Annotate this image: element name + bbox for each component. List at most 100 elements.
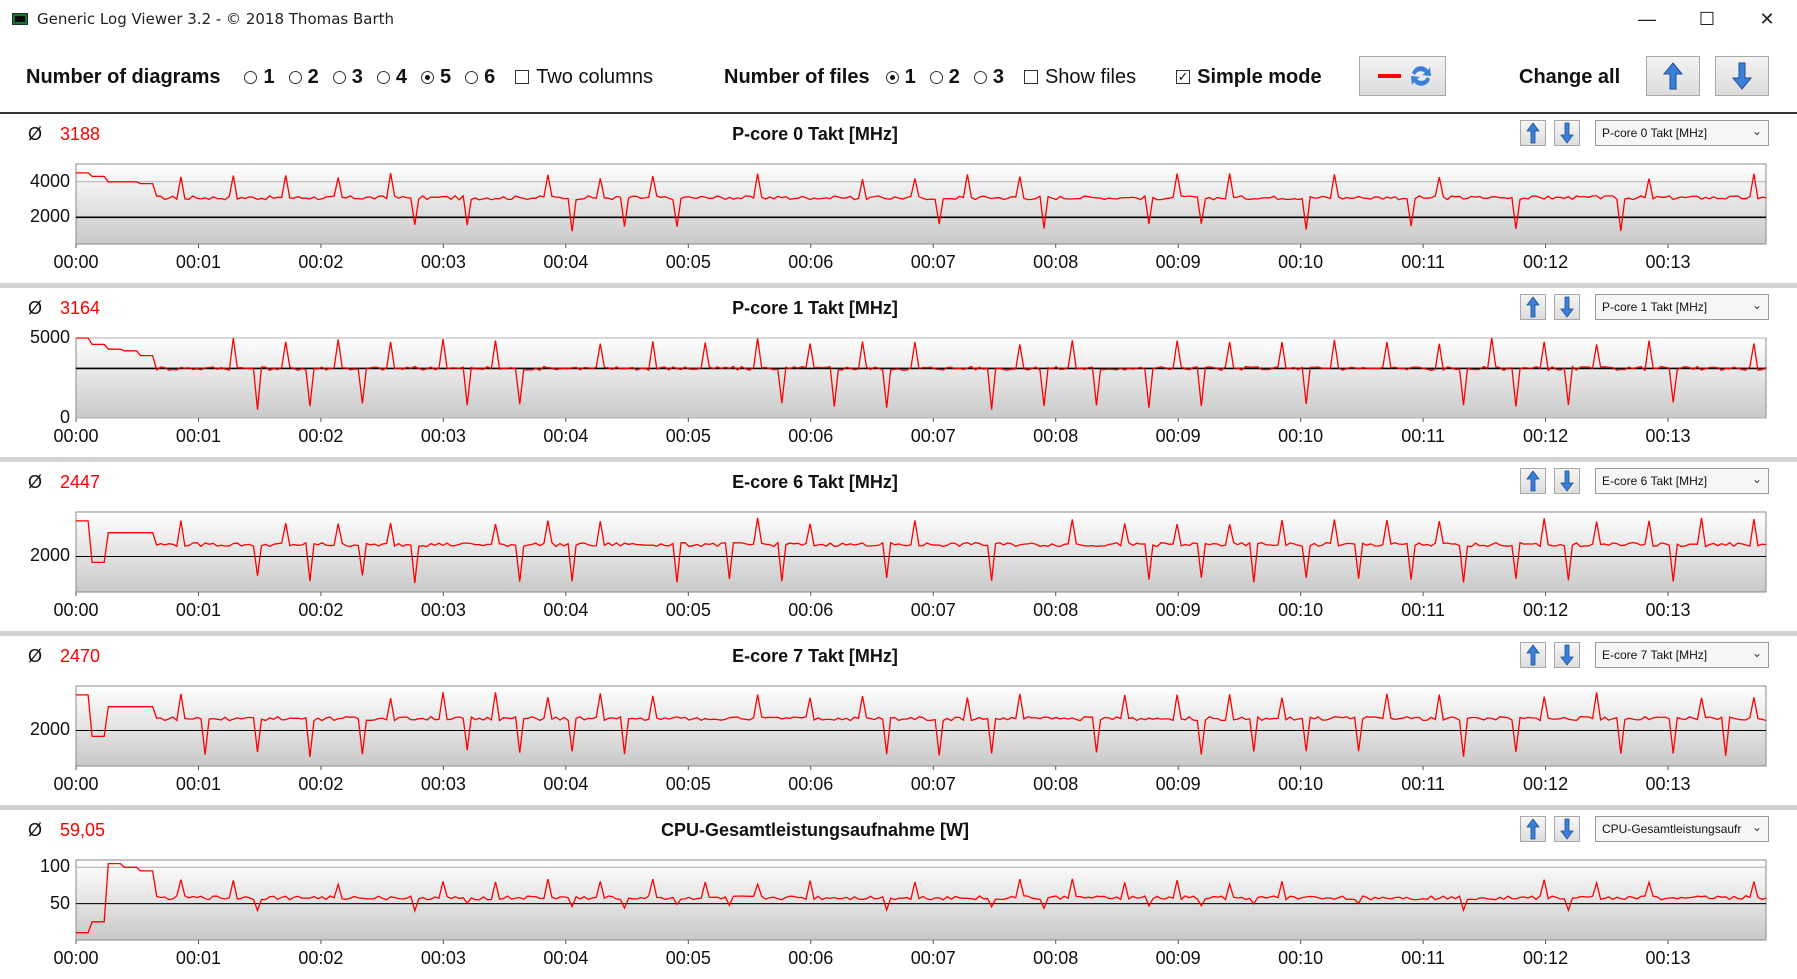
diagrams-radio-5[interactable]: 5 [420, 66, 451, 89]
series-select[interactable]: P-core 1 Takt [MHz] ⌄ [1595, 294, 1769, 320]
x-tick-label: 00:11 [1401, 426, 1445, 446]
x-tick-label: 00:10 [1278, 252, 1324, 272]
diagrams-radio-circle[interactable] [244, 70, 258, 84]
plot-area [75, 859, 1767, 941]
move-down-button[interactable] [1554, 642, 1580, 668]
x-tick-label: 00:13 [1645, 252, 1691, 272]
move-up-button[interactable] [1520, 294, 1546, 320]
minimize-button[interactable]: — [1638, 8, 1656, 29]
diagrams-radio-3[interactable]: 3 [332, 65, 363, 89]
diagram-panel: Ø 59,05 CPU-Gesamtleistungsaufnahme [W] CPU… [0, 810, 1797, 979]
simple-mode-checkbox[interactable]: ✓ Simple mode [1176, 65, 1322, 89]
average-value: 2470 [60, 646, 101, 666]
x-tick-label: 00:05 [665, 426, 711, 446]
arrow-up-icon [1526, 470, 1540, 492]
line-color-refresh-button[interactable] [1359, 56, 1446, 96]
chevron-down-icon: ⌄ [1751, 820, 1762, 834]
arrow-up-icon [1662, 62, 1684, 90]
diagrams-radio-4[interactable]: 4 [376, 66, 407, 89]
diagrams-radio-circle[interactable] [376, 70, 390, 84]
move-up-button[interactable] [1520, 816, 1546, 842]
x-tick-label: 00:02 [298, 600, 344, 620]
diagrams-radio-circle[interactable] [332, 70, 346, 84]
diagrams-group: Number of diagrams 1 2 3 4 5 6 Two columns [26, 46, 653, 108]
change-all-up-button[interactable] [1646, 56, 1700, 96]
diagrams-radio-6[interactable]: 6 [465, 66, 495, 89]
series-line [76, 172, 1767, 232]
series-select[interactable]: E-core 6 Takt [MHz] ⌄ [1595, 468, 1769, 494]
series-select-value: E-core 7 Takt [MHz] [1602, 648, 1708, 662]
simple-mode-box[interactable]: ✓ [1176, 69, 1191, 84]
average-value: 3164 [60, 298, 101, 318]
diagrams-radio-group: 1 2 3 4 5 6 [230, 66, 495, 89]
series-select[interactable]: E-core 7 Takt [MHz] ⌄ [1595, 642, 1769, 668]
move-down-button[interactable] [1554, 120, 1580, 146]
move-down-button[interactable] [1554, 816, 1580, 842]
x-tick-label: 00:09 [1155, 252, 1201, 272]
files-radio-circle[interactable] [973, 70, 987, 84]
y-tick-label: 5000 [29, 327, 70, 347]
files-radio-2[interactable]: 2 [929, 66, 960, 89]
diagrams-radio-2[interactable]: 2 [288, 66, 319, 89]
x-tick-label: 00:10 [1278, 774, 1324, 794]
two-columns-checkbox[interactable]: Two columns [515, 66, 653, 89]
series-select[interactable]: CPU-Gesamtleistungsaufr ⌄ [1595, 816, 1769, 842]
diagram-title: CPU-Gesamtleistungsaufnahme [W] [660, 820, 970, 840]
x-tick-label: 00:00 [53, 948, 99, 968]
move-down-button[interactable] [1554, 294, 1580, 320]
x-tick-label: 00:03 [420, 948, 466, 968]
diagrams-radio-label: 3 [351, 65, 363, 88]
two-columns-box[interactable] [515, 70, 530, 84]
series-select[interactable]: P-core 0 Takt [MHz] ⌄ [1595, 120, 1769, 146]
x-tick-label: 00:01 [175, 252, 221, 272]
move-down-button[interactable] [1554, 468, 1580, 494]
x-tick-label: 00:13 [1645, 426, 1691, 446]
files-radio-3[interactable]: 3 [973, 65, 1004, 89]
x-tick-label: 00:13 [1645, 600, 1691, 620]
diagram-plot [75, 163, 1767, 248]
x-tick-label: 00:03 [420, 252, 466, 272]
diagrams-radio-circle[interactable] [288, 70, 302, 84]
diagram-plot [75, 511, 1767, 596]
diagram-panel: Ø 2470 E-core 7 Takt [MHz] E-core 7 Takt [M… [0, 636, 1797, 810]
maximize-button[interactable]: ☐ [1698, 8, 1716, 29]
move-up-button[interactable] [1520, 468, 1546, 494]
simple-mode-label: Simple mode [1197, 65, 1322, 88]
x-tick-label: 00:01 [175, 426, 221, 446]
x-tick-label: 00:07 [910, 252, 956, 272]
change-all-down-button[interactable] [1715, 56, 1769, 96]
series-line [76, 862, 1767, 934]
diagrams-radio-1[interactable]: 1 [244, 66, 275, 89]
series-line [76, 692, 1767, 757]
two-columns-label: Two columns [536, 65, 653, 88]
x-tick-label: 00:04 [543, 426, 589, 446]
arrow-down-icon [1560, 644, 1574, 666]
change-all-group: Change all [1519, 46, 1620, 108]
files-radio-circle[interactable] [929, 70, 943, 84]
x-tick-label: 00:04 [543, 774, 589, 794]
move-up-button[interactable] [1520, 642, 1546, 668]
diagrams-label: Number of diagrams [26, 65, 221, 88]
diagrams-radio-circle[interactable] [420, 70, 434, 84]
x-tick-label: 00:07 [910, 426, 956, 446]
move-up-button[interactable] [1520, 120, 1546, 146]
x-tick-label: 00:05 [665, 774, 711, 794]
show-files-box[interactable] [1023, 70, 1038, 84]
series-line [76, 517, 1767, 584]
close-button[interactable]: ✕ [1759, 8, 1775, 29]
diagram-plot [75, 859, 1767, 944]
x-tick-label: 00:10 [1278, 600, 1324, 620]
arrow-up-icon [1526, 296, 1540, 318]
files-radio-circle[interactable] [885, 70, 899, 84]
average-symbol: Ø [28, 820, 43, 840]
toolbar: Number of diagrams 1 2 3 4 5 6 Two columns Nu… [0, 46, 1797, 108]
diagrams-radio-circle[interactable] [465, 70, 479, 84]
series-select-value: CPU-Gesamtleistungsaufr [1602, 822, 1742, 836]
x-tick-label: 00:12 [1523, 252, 1569, 272]
show-files-checkbox[interactable]: Show files [1023, 66, 1136, 89]
files-radio-1[interactable]: 1 [885, 66, 916, 89]
x-tick-label: 00:07 [910, 948, 956, 968]
series-line [76, 337, 1767, 410]
x-tick-label: 00:02 [298, 252, 344, 272]
files-radio-label: 3 [992, 65, 1004, 88]
